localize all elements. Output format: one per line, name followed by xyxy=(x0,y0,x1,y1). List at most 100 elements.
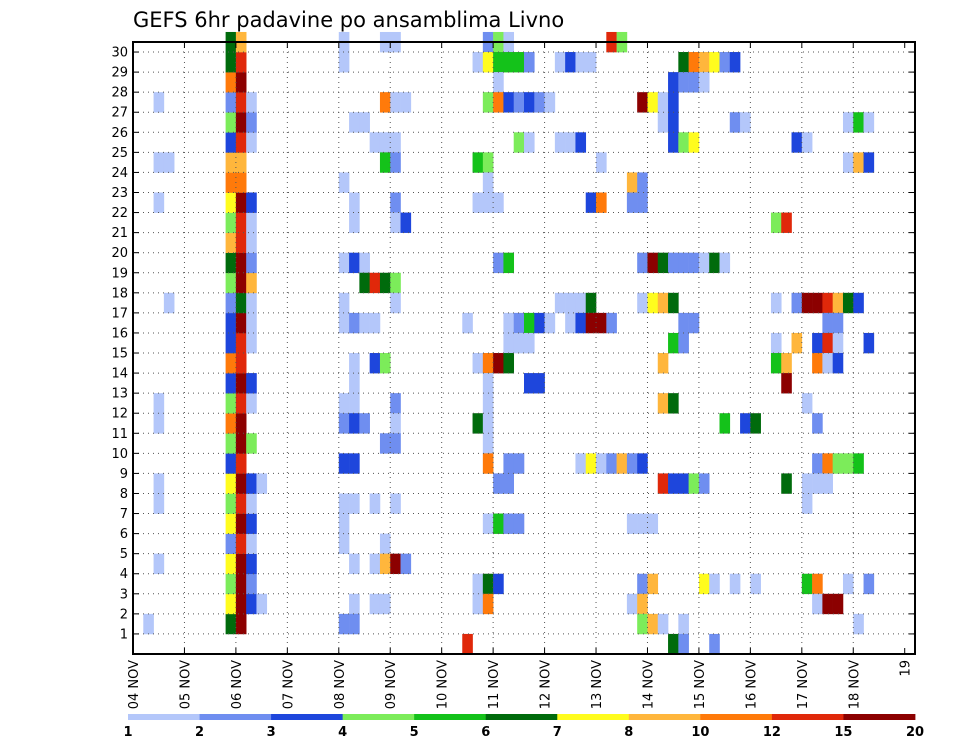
heatmap-cell xyxy=(554,52,566,73)
heatmap-cell xyxy=(235,593,247,615)
heatmap-cell xyxy=(235,553,247,575)
heatmap-cell xyxy=(822,332,833,354)
heatmap-cell xyxy=(801,132,813,153)
heatmap-cell xyxy=(163,292,175,314)
heatmap-cell xyxy=(225,252,237,274)
heatmap-cell xyxy=(524,312,535,334)
heatmap-cell xyxy=(482,573,494,595)
heatmap-cell xyxy=(338,613,350,635)
colorbar-swatch xyxy=(414,714,487,720)
heatmap-cell xyxy=(678,633,689,655)
heatmap-cell xyxy=(812,292,823,314)
heatmap-cell xyxy=(225,152,237,173)
heatmap-cell xyxy=(482,513,494,534)
heatmap-cell xyxy=(482,192,494,213)
y-tick-label: 24 xyxy=(111,166,128,181)
heatmap-cell xyxy=(225,433,237,454)
heatmap-cell xyxy=(606,453,617,474)
heatmap-cell xyxy=(781,373,792,394)
heatmap-cell xyxy=(637,513,648,534)
colorbar-label: 4 xyxy=(338,725,347,740)
heatmap-cell xyxy=(235,212,247,233)
heatmap-cell xyxy=(235,312,247,334)
heatmap-cell xyxy=(246,312,257,334)
heatmap-cell xyxy=(688,52,700,73)
heatmap-cell xyxy=(338,493,350,514)
heatmap-cell xyxy=(225,413,237,434)
heatmap-cell xyxy=(678,312,689,334)
heatmap-cell xyxy=(246,393,257,414)
heatmap-cell xyxy=(822,312,833,334)
heatmap-cell xyxy=(688,473,700,494)
heatmap-cell xyxy=(390,433,401,454)
heatmap-cell xyxy=(359,413,370,434)
heatmap-cell xyxy=(246,292,257,314)
heatmap-cell xyxy=(812,413,823,434)
colorbar-label: 12 xyxy=(763,725,781,740)
heatmap-cell xyxy=(349,413,360,434)
heatmap-cell xyxy=(369,312,381,334)
colorbar-label: 10 xyxy=(691,725,709,740)
heatmap-cell xyxy=(637,613,648,635)
heatmap-cell xyxy=(822,292,833,314)
heatmap-cell xyxy=(246,332,257,354)
heatmap-cell xyxy=(668,332,679,354)
heatmap-cell xyxy=(812,353,823,374)
heatmap-cell xyxy=(235,513,247,534)
heatmap-cell xyxy=(524,132,535,153)
heatmap-cell xyxy=(225,232,237,253)
heatmap-cell xyxy=(668,92,679,113)
heatmap-cell xyxy=(575,312,587,334)
heatmap-cell xyxy=(482,433,494,454)
x-tick-label: 06 NOV xyxy=(230,660,245,709)
heatmap-cell xyxy=(369,353,381,374)
x-tick-label: 15 NOV xyxy=(693,660,708,709)
heatmap-cell xyxy=(390,413,401,434)
heatmap-cell xyxy=(863,332,875,354)
heatmap-cell xyxy=(729,112,741,133)
heatmap-cell xyxy=(647,292,659,314)
heatmap-cell xyxy=(246,493,257,514)
colorbar-swatch xyxy=(628,714,701,720)
heatmap-cell xyxy=(637,192,648,213)
heatmap-cell xyxy=(235,232,247,253)
y-tick-label: 1 xyxy=(120,627,128,642)
heatmap-cell xyxy=(472,52,484,73)
heatmap-cell xyxy=(153,553,165,575)
heatmap-cell xyxy=(225,92,237,113)
heatmap-cell xyxy=(338,413,350,434)
heatmap-cell xyxy=(801,393,813,414)
heatmap-cell xyxy=(647,613,659,635)
heatmap-cell xyxy=(235,92,247,113)
heatmap-cell xyxy=(235,353,247,374)
heatmap-cell xyxy=(842,292,854,314)
heatmap-cell xyxy=(637,172,648,193)
heatmap-cell xyxy=(750,573,761,595)
heatmap-cell xyxy=(812,332,823,354)
heatmap-cell xyxy=(832,353,844,374)
y-tick-label: 17 xyxy=(111,306,128,321)
colorbar-swatch xyxy=(128,714,200,720)
x-tick-label: 17 NOV xyxy=(796,660,811,709)
y-tick-label: 2 xyxy=(120,607,128,622)
heatmap-cell xyxy=(493,92,504,113)
heatmap-cell xyxy=(338,252,350,274)
heatmap-cell xyxy=(153,393,165,414)
x-tick-label: 12 NOV xyxy=(539,660,554,709)
heatmap-cell xyxy=(770,353,782,374)
heatmap-cell xyxy=(235,192,247,213)
heatmap-cell xyxy=(812,573,823,595)
heatmap-cell xyxy=(585,52,597,73)
heatmap-cell xyxy=(349,593,360,615)
heatmap-cell xyxy=(235,112,247,133)
heatmap-cell xyxy=(668,252,679,274)
heatmap-cell xyxy=(822,453,833,474)
heatmap-cell xyxy=(791,332,803,354)
heatmap-cell xyxy=(225,332,237,354)
heatmap-cell xyxy=(390,152,401,173)
y-tick-label: 21 xyxy=(111,226,128,241)
heatmap-cell xyxy=(379,353,391,374)
heatmap-cell xyxy=(575,453,587,474)
heatmap-cell xyxy=(657,393,669,414)
heatmap-cell xyxy=(801,473,813,494)
